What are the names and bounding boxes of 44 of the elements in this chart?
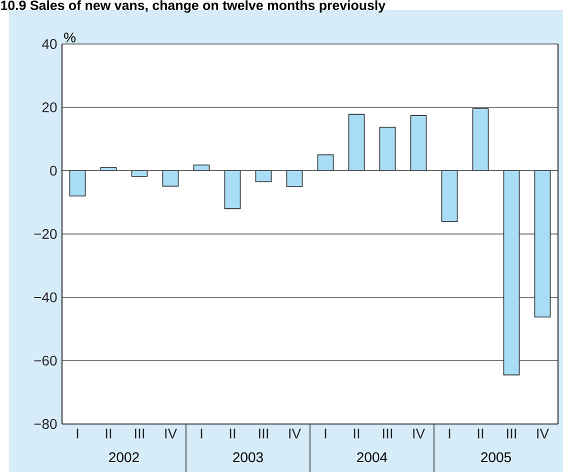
bar [317, 154, 334, 172]
x-tick-label: III [506, 428, 516, 438]
bar [69, 170, 86, 196]
bar [441, 170, 458, 222]
bar [255, 170, 272, 182]
y-tick-label: −80 [34, 419, 57, 429]
x-tick-label: III [258, 428, 268, 438]
text: 2002 [109, 452, 139, 462]
x-tick-label: IV [413, 428, 426, 438]
x-tick-label: I [324, 428, 326, 438]
x-tick-label: II [478, 428, 484, 438]
x-tick-label: III [382, 428, 392, 438]
x-tick-label: II [106, 428, 112, 438]
text: 2004 [357, 452, 388, 462]
bar [162, 170, 179, 187]
y-axis-title: % [64, 32, 76, 42]
bar [379, 126, 396, 172]
y-tick-label: −40 [34, 292, 57, 302]
bar [410, 115, 427, 172]
y-tick-label: −20 [34, 229, 57, 239]
bar [534, 170, 551, 318]
bar [286, 170, 303, 187]
x-tick-label: II [354, 428, 360, 438]
bar [224, 170, 241, 210]
bar [193, 164, 210, 172]
bar [472, 108, 489, 172]
x-tick-label: IV [165, 428, 178, 438]
x-tick-label: I [448, 428, 450, 438]
y-tick-label: 40 [42, 39, 57, 49]
x-tick-label: IV [289, 428, 302, 438]
y-tick-label: 0 [50, 166, 57, 176]
bar [503, 170, 520, 376]
text: 2005 [481, 452, 511, 462]
x-tick-label: II [230, 428, 236, 438]
bar [348, 114, 365, 172]
y-tick-label: −60 [34, 356, 57, 366]
x-tick-label: I [76, 428, 78, 438]
text: 2003 [233, 452, 263, 462]
x-tick-label: I [200, 428, 202, 438]
bar [131, 170, 148, 177]
x-tick-label: III [134, 428, 144, 438]
x-tick-label: IV [537, 428, 550, 438]
chart-title: 10.9 Sales of new vans, change on twelve months previously [1, 0, 386, 13]
y-tick-label: 20 [42, 102, 57, 112]
